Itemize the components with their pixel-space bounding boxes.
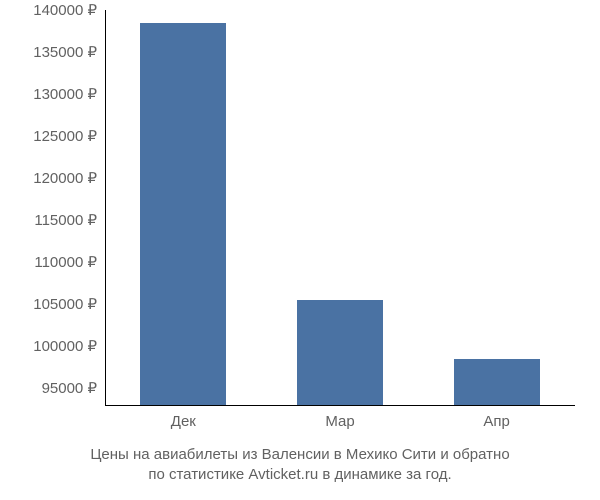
y-axis-line (105, 10, 106, 405)
price-chart: 95000 ₽ 100000 ₽ 105000 ₽ 110000 ₽ 115000 ₽ 1… (0, 0, 600, 500)
y-tick-label: 140000 ₽ (33, 1, 105, 19)
y-tick-label: 125000 ₽ (33, 127, 105, 145)
bar (140, 23, 226, 405)
y-tick-label: 105000 ₽ (33, 295, 105, 313)
caption-line-2: по статистике Avticket.ru в динамике за … (148, 466, 451, 483)
x-tick-label: Дек (171, 405, 196, 430)
y-tick-label: 95000 ₽ (42, 379, 105, 397)
plot-area: 95000 ₽100000 ₽105000 ₽110000 ₽115000 ₽1… (105, 10, 575, 405)
x-tick-label: Апр (483, 405, 509, 430)
caption-line-1: Цены на авиабилеты из Валенсии в Мехико … (90, 446, 509, 463)
x-tick-label: Мар (325, 405, 354, 430)
y-tick-label: 120000 ₽ (33, 169, 105, 187)
bar (454, 359, 540, 405)
chart-caption: Цены на авиабилеты из Валенсии в Мехико … (0, 445, 600, 486)
y-tick-label: 115000 ₽ (34, 211, 105, 229)
y-tick-label: 135000 ₽ (33, 43, 105, 61)
y-tick-label: 130000 ₽ (33, 85, 105, 103)
y-tick-label: 100000 ₽ (33, 337, 105, 355)
bar (297, 300, 383, 405)
y-tick-label: 110000 ₽ (34, 253, 105, 271)
